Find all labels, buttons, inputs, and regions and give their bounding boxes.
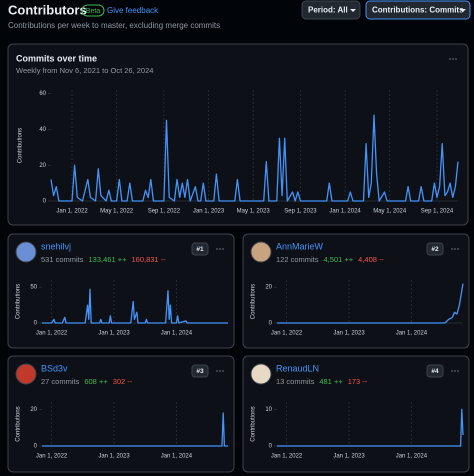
x-tick-label: Jan 1, 2024	[396, 331, 428, 337]
feedback-link[interactable]: Give feedback	[107, 6, 159, 15]
menu-button[interactable]: ···	[216, 243, 225, 253]
x-tick-label: Jan 1, 2022	[56, 209, 88, 215]
x-tick-label: Jan 1, 2024	[161, 454, 193, 460]
x-tick-label: Jan 1, 2023	[333, 331, 365, 337]
x-tick-label: Jan 1, 2023	[98, 454, 130, 460]
y-tick-label: 0	[43, 199, 47, 205]
contributor-card	[242, 355, 470, 473]
y-axis-label: Contributions	[251, 406, 257, 441]
contributor-name[interactable]: AnnMarieW	[276, 241, 324, 251]
x-tick-label: Jan 1, 2022	[271, 454, 303, 460]
badge-border	[81, 4, 105, 17]
x-tick-label: Jan 1, 2022	[36, 331, 68, 337]
rank: #2	[431, 246, 439, 253]
chart-title: Commits over time	[16, 53, 97, 63]
rank: #3	[196, 368, 204, 375]
commit-count: 27 commits	[41, 377, 80, 386]
additions: 4,501 ++	[324, 255, 354, 264]
y-tick-label: 40	[39, 127, 46, 133]
rank-badge	[426, 242, 444, 256]
page-subtitle: Contributions per week to master, exclud…	[8, 21, 220, 30]
y-axis-label: Contributions	[251, 284, 257, 319]
contributor-card	[7, 355, 235, 473]
contributor-name[interactable]: RenaudLN	[276, 363, 319, 373]
rank-badge	[426, 364, 444, 378]
period-button[interactable]	[301, 0, 361, 20]
main-card	[7, 43, 469, 226]
x-tick-label: Jan 1, 2023	[333, 454, 365, 460]
commit-count: 13 commits	[276, 377, 315, 386]
y-tick-label: 0	[34, 444, 38, 450]
additions: 481 ++	[319, 377, 343, 386]
rank-badge	[191, 364, 209, 378]
commit-count: 122 commits	[276, 255, 319, 264]
x-tick-label: Jan 1, 2024	[329, 209, 361, 215]
y-tick-label: 60	[39, 91, 46, 97]
period-label[interactable]: Period: All	[308, 6, 348, 15]
x-tick-label: Jan 1, 2022	[271, 331, 303, 337]
x-tick-label: Jan 1, 2023	[98, 331, 130, 337]
menu-button[interactable]: ···	[451, 365, 460, 375]
rank-badge	[191, 242, 209, 256]
avatar	[15, 241, 37, 263]
menu-button[interactable]: ···	[451, 243, 460, 253]
contributions-button[interactable]	[365, 0, 471, 20]
additions: 608 ++	[84, 377, 108, 386]
dropdown-caret	[350, 9, 356, 12]
avatar	[250, 363, 272, 385]
x-tick-label: Jan 1, 2024	[161, 331, 193, 337]
deletions: 173 --	[348, 377, 368, 386]
x-tick-label: Jan 1, 2024	[396, 454, 428, 460]
line-series	[277, 408, 464, 447]
line-series	[42, 412, 228, 447]
avatar	[250, 241, 272, 263]
y-tick-label: 20	[265, 285, 272, 291]
y-tick-label: 0	[269, 321, 273, 327]
menu-button[interactable]: ···	[216, 365, 225, 375]
x-tick-label: May 1, 2022	[100, 209, 134, 215]
commit-count: 531 commits	[41, 255, 84, 264]
y-tick-label: 20	[39, 163, 46, 169]
menu-button[interactable]: ···	[449, 53, 458, 63]
y-tick-label: 20	[30, 407, 37, 413]
deletions: 302 --	[113, 377, 133, 386]
line-series	[50, 114, 459, 202]
y-axis-label: Contributions	[16, 406, 22, 441]
rank: #1	[196, 246, 204, 253]
line-series	[277, 283, 464, 324]
x-tick-label: Sep 1, 2023	[284, 209, 317, 215]
additions: 133,461 ++	[89, 255, 128, 264]
y-tick-label: 50	[30, 285, 37, 291]
avatar	[15, 363, 37, 385]
contributor-name[interactable]: snehilvj	[41, 241, 71, 251]
x-tick-label: Sep 1, 2022	[148, 209, 181, 215]
line-series	[42, 288, 228, 324]
deletions: 4,408 --	[358, 255, 384, 264]
x-tick-label: May 1, 2024	[373, 209, 407, 215]
y-tick-label: 0	[34, 321, 38, 327]
chart-subtitle: Weekly from Nov 6, 2021 to Oct 26, 2024	[16, 66, 153, 75]
dropdown-caret	[460, 9, 466, 12]
y-tick-label: 0	[269, 444, 273, 450]
x-tick-label: May 1, 2023	[237, 209, 271, 215]
contributor-name[interactable]: BSd3v	[41, 363, 68, 373]
x-tick-label: Sep 1, 2024	[421, 209, 454, 215]
page-title: Contributors	[8, 2, 87, 17]
deletions: 160,831 --	[131, 255, 166, 264]
rank: #4	[431, 368, 439, 375]
contributor-card	[242, 233, 470, 349]
y-tick-label: 10	[265, 407, 272, 413]
x-tick-label: Jan 1, 2022	[36, 454, 68, 460]
beta-badge: Beta	[86, 8, 101, 15]
y-axis-label: Contributions	[18, 128, 24, 163]
y-axis-label: Contributions	[16, 284, 22, 319]
contributions-label[interactable]: Contributions: Commits	[372, 6, 464, 15]
x-tick-label: Jan 1, 2023	[193, 209, 225, 215]
